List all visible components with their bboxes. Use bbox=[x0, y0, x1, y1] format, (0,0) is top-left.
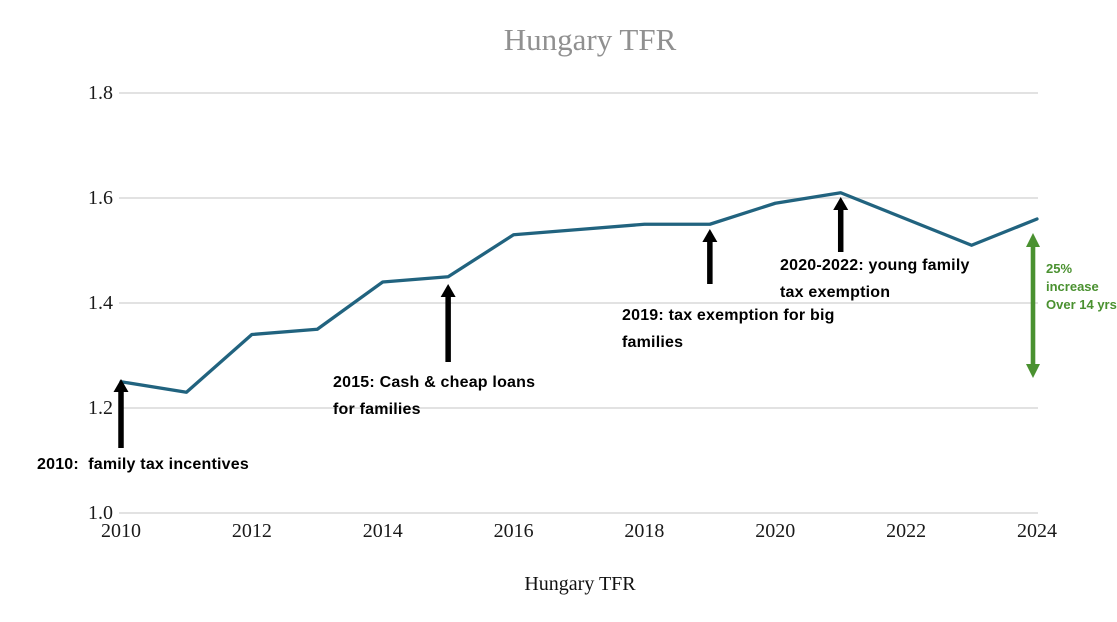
annotation-2010: 2010: family tax incentives bbox=[37, 451, 249, 478]
chart-title: Hungary TFR bbox=[503, 22, 677, 57]
increase-note: 25% increase Over 14 yrs bbox=[1046, 260, 1117, 314]
annotation-2019-line2: families bbox=[622, 334, 684, 351]
annotation-2019: 2019: tax exemption for big families bbox=[622, 302, 835, 356]
x-tick-label: 2012 bbox=[231, 520, 272, 542]
increase-note-line2: increase bbox=[1046, 279, 1099, 294]
annotation-2020-2022-line2: tax exemption bbox=[780, 284, 891, 301]
x-tick-label: 2010 bbox=[101, 520, 141, 542]
y-tick-label: 1.8 bbox=[88, 82, 113, 104]
annotation-arrow-head bbox=[833, 197, 849, 210]
increase-note-line1: 25% bbox=[1046, 261, 1073, 276]
x-tick-label: 2020 bbox=[755, 520, 796, 542]
y-tick-label: 1.0 bbox=[88, 502, 113, 524]
tfr-line bbox=[119, 191, 1039, 394]
y-tick-label: 1.4 bbox=[88, 292, 113, 314]
annotation-arrow-head bbox=[440, 284, 456, 297]
annotation-2019-line1: 2019: tax exemption for big bbox=[622, 307, 835, 324]
annotation-2015-line1: 2015: Cash & cheap loans bbox=[333, 374, 536, 391]
annotation-2015-line2: for families bbox=[333, 401, 421, 418]
annotation-2015: 2015: Cash & cheap loans for families bbox=[333, 369, 535, 423]
increase-arrow-head-up bbox=[1026, 233, 1040, 247]
y-tick-label: 1.6 bbox=[88, 187, 113, 209]
x-tick-label: 2018 bbox=[624, 520, 665, 542]
axis-series-label: Hungary TFR bbox=[524, 573, 636, 595]
annotation-2010-line1: 2010: family tax incentives bbox=[37, 456, 249, 473]
x-tick-label: 2014 bbox=[362, 520, 403, 542]
increase-note-line3: Over 14 yrs bbox=[1046, 297, 1117, 312]
annotation-arrow-head bbox=[702, 229, 718, 242]
annotation-arrow-head bbox=[113, 379, 129, 392]
annotation-2020-2022: 2020-2022: young family tax exemption bbox=[780, 252, 970, 306]
annotation-2020-2022-line1: 2020-2022: young family bbox=[780, 257, 970, 274]
y-tick-label: 1.2 bbox=[88, 397, 113, 419]
x-tick-label: 2022 bbox=[886, 520, 927, 542]
x-tick-label: 2024 bbox=[1017, 520, 1057, 542]
increase-arrow-head-down bbox=[1026, 364, 1040, 378]
x-tick-label: 2016 bbox=[493, 520, 534, 542]
